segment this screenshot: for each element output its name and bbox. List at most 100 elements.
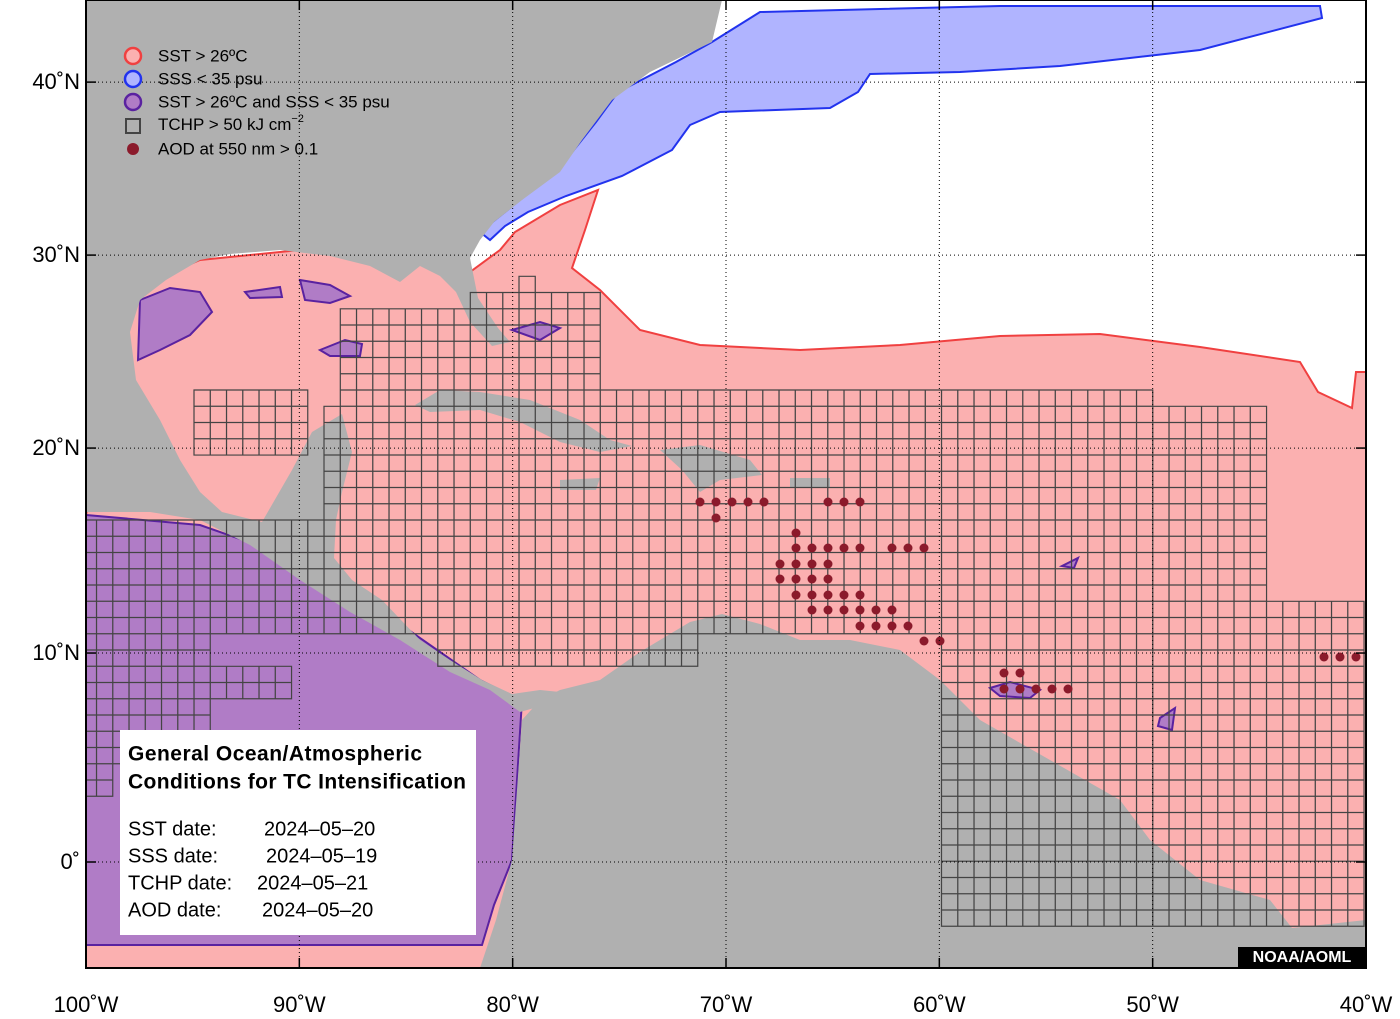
axis-ticks: 40˚N 30˚N 20˚N 10˚N 0˚ 100˚W 90˚W 80˚W 70˚W 60˚W 5… — [32, 0, 1393, 1017]
aod-dot — [887, 605, 897, 615]
lat-tick-label: 40˚N — [32, 69, 80, 94]
aod-dot — [919, 543, 929, 553]
date-value: 2024–05–19 — [266, 845, 377, 867]
lon-tick-label: 90˚W — [273, 992, 326, 1017]
aod-dot — [1015, 668, 1025, 678]
legend-swatch — [123, 46, 143, 66]
date-label: SST date: — [128, 818, 217, 840]
legend-label: SST > 26ºC — [158, 46, 248, 65]
credit-background — [1238, 947, 1366, 968]
lon-tick-label: 70˚W — [700, 992, 753, 1017]
aod-dot — [823, 574, 833, 584]
aod-dot — [919, 636, 929, 646]
aod-dot — [1031, 684, 1041, 694]
lon-tick-label: 50˚W — [1126, 992, 1179, 1017]
land-puerto-rico — [790, 478, 830, 488]
legend-label: SST > 26ºC and SSS < 35 psu — [158, 92, 390, 111]
date-value: 2024–05–21 — [257, 872, 368, 894]
aod-dot — [807, 590, 817, 600]
lon-tick-label: 60˚W — [913, 992, 966, 1017]
purple-gulf — [136, 286, 214, 362]
aod-dot — [1335, 652, 1345, 662]
aod-dot — [791, 574, 801, 584]
land-hispaniola — [660, 445, 762, 492]
aod-dot — [775, 559, 785, 569]
aod-dots — [695, 497, 1361, 694]
legend: SST > 26ºC SSS < 35 psu SST > 26ºC and S… — [123, 46, 390, 158]
aod-dot — [711, 513, 721, 523]
aod-dot — [999, 668, 1009, 678]
aod-dot — [839, 497, 849, 507]
aod-dot — [855, 497, 865, 507]
aod-dot — [823, 590, 833, 600]
purple-atlantic — [1156, 705, 1177, 732]
aod-dot — [855, 543, 865, 553]
legend-label: TCHP > 50 kJ cm−2 — [158, 113, 304, 135]
lon-tick-label: 80˚W — [486, 992, 539, 1017]
aod-dot — [839, 543, 849, 553]
lat-tick-label: 30˚N — [32, 242, 80, 267]
tchp-grid — [86, 275, 1365, 927]
date-value: 2024–05–20 — [264, 818, 375, 840]
legend-label-text: TCHP > 50 kJ cm — [158, 115, 291, 134]
aod-dot — [823, 559, 833, 569]
aod-dot — [823, 605, 833, 615]
date-value: 2024–05–20 — [262, 899, 373, 921]
purple-gulf — [243, 285, 284, 300]
legend-swatch — [127, 143, 139, 155]
aod-dot — [903, 543, 913, 553]
land-jamaica — [560, 478, 600, 490]
aod-dot — [1351, 652, 1361, 662]
info-box: General Ocean/Atmospheric Conditions for… — [120, 730, 476, 935]
date-label: SSS date: — [128, 845, 218, 867]
aod-dot — [807, 574, 817, 584]
aod-dot — [727, 497, 737, 507]
aod-dot — [1015, 684, 1025, 694]
legend-swatch — [123, 92, 143, 112]
aod-dot — [695, 497, 705, 507]
aod-dot — [759, 497, 769, 507]
aod-dot — [887, 621, 897, 631]
aod-dot — [711, 497, 721, 507]
lat-tick-label: 20˚N — [32, 435, 80, 460]
info-title: General Ocean/Atmospheric — [128, 743, 422, 766]
info-background — [120, 730, 476, 935]
date-label: AOD date: — [128, 899, 221, 921]
legend-swatch — [125, 118, 141, 134]
aod-dot — [839, 590, 849, 600]
aod-dot — [823, 497, 833, 507]
aod-dot — [855, 605, 865, 615]
aod-dot — [807, 543, 817, 553]
lat-tick-label: 10˚N — [32, 640, 80, 665]
aod-dot — [823, 543, 833, 553]
aod-dot — [1047, 684, 1057, 694]
aod-dot — [903, 621, 913, 631]
graticule — [86, 0, 1366, 968]
aod-dot — [807, 605, 817, 615]
aod-dot — [775, 574, 785, 584]
land-cuba — [415, 390, 632, 452]
aod-dot — [791, 528, 801, 538]
legend-label: SSS < 35 psu — [158, 69, 262, 88]
legend-swatch — [123, 69, 143, 89]
aod-dot — [855, 590, 865, 600]
aod-dot — [839, 605, 849, 615]
aod-dot — [999, 684, 1009, 694]
aod-dot — [791, 590, 801, 600]
info-title: Conditions for TC Intensification — [128, 771, 466, 794]
lat-tick-label: 0˚ — [60, 849, 80, 874]
aod-dot — [743, 497, 753, 507]
aod-dot — [935, 636, 945, 646]
aod-dot — [1063, 684, 1073, 694]
aod-dot — [807, 559, 817, 569]
aod-dot — [887, 543, 897, 553]
purple-gulf — [298, 278, 353, 305]
lon-tick-label: 100˚W — [54, 992, 119, 1017]
date-label: TCHP date: — [128, 872, 232, 894]
land-north-america — [86, 0, 722, 712]
credit: NOAA/AOML — [1253, 949, 1352, 966]
land-south-america — [480, 614, 1366, 968]
legend-label-sup: −2 — [291, 113, 304, 125]
aod-dot — [855, 621, 865, 631]
